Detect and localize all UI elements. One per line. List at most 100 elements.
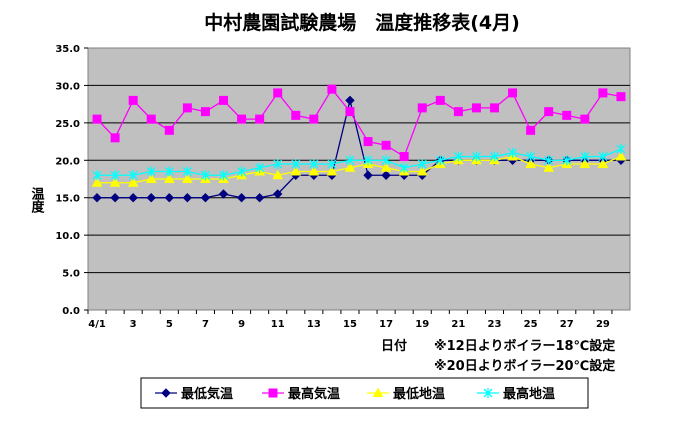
legend-label: 最低地温 — [393, 386, 445, 402]
data-point — [327, 159, 337, 170]
data-point — [381, 155, 391, 166]
data-point — [273, 159, 283, 170]
data-point — [597, 158, 609, 169]
data-point — [381, 140, 391, 150]
y-axis-label: 温度 — [29, 187, 45, 214]
x-tick-label: 11 — [271, 319, 285, 330]
data-point — [345, 107, 355, 117]
data-point — [290, 165, 302, 176]
data-point — [526, 151, 536, 162]
x-tick-label: 19 — [415, 319, 429, 330]
data-point — [200, 170, 210, 181]
x-tick-label: 25 — [524, 319, 538, 330]
chart-title: 中村農園試験農場 温度推移表(4月) — [204, 11, 520, 34]
data-point — [254, 193, 265, 203]
data-point — [363, 170, 373, 180]
data-point — [471, 151, 481, 162]
data-point — [182, 166, 192, 177]
data-point — [255, 162, 265, 173]
legend-swatch-marker — [483, 388, 493, 398]
data-point — [92, 193, 102, 203]
y-tick-label: 35.0 — [55, 44, 80, 55]
data-point — [164, 193, 175, 203]
data-point — [218, 189, 229, 199]
y-axis-ticks: 0.0 5.0 10.0 15.0 20.0 25.0 30.0 35.0 — [55, 44, 88, 317]
data-point — [525, 158, 536, 169]
data-point — [164, 125, 174, 135]
data-point — [110, 193, 120, 203]
data-point — [146, 193, 156, 203]
data-point — [128, 170, 138, 181]
note-line-2: ※20日よりボイラー20℃設定 — [434, 358, 615, 374]
legend-label: 最高気温 — [288, 386, 340, 402]
y-tick-label: 30.0 — [55, 81, 80, 92]
data-point — [308, 165, 320, 176]
data-point — [128, 95, 138, 105]
x-tick-label: 23 — [488, 319, 502, 330]
x-tick-label: 3 — [130, 319, 137, 330]
data-point — [490, 103, 499, 113]
data-point — [508, 88, 518, 98]
y-tick-label: 15.0 — [55, 194, 80, 205]
x-tick-label: 4/1 — [88, 319, 106, 330]
data-point — [399, 152, 409, 162]
data-point — [381, 170, 391, 180]
data-point — [182, 173, 193, 183]
data-point — [309, 114, 319, 124]
data-point — [92, 170, 102, 181]
data-point — [580, 114, 590, 124]
data-point — [616, 144, 626, 155]
data-point — [363, 155, 373, 166]
data-point — [128, 193, 138, 203]
data-point — [416, 165, 428, 176]
data-point — [309, 159, 319, 170]
x-axis-ticks: 4/1 3 5 7 9 11 13 15 17 19 21 23 25 27 29 — [87, 310, 613, 330]
data-point — [236, 193, 247, 203]
data-point — [146, 166, 156, 177]
data-point — [163, 173, 175, 183]
data-point — [145, 173, 157, 183]
data-point — [345, 95, 355, 106]
x-tick-label: 15 — [343, 319, 357, 330]
x-axis-label: 日付 — [381, 338, 407, 354]
y-tick-label: 25.0 — [55, 119, 80, 130]
legend-swatch-marker — [268, 388, 278, 398]
data-point — [417, 103, 427, 113]
x-tick-label: 5 — [166, 319, 173, 330]
y-tick-label: 20.0 — [55, 156, 80, 167]
note-line-1: ※12日よりボイラー18℃設定 — [434, 338, 615, 354]
series-2 — [92, 84, 626, 162]
data-point — [508, 147, 518, 158]
data-point — [237, 166, 247, 177]
legend-box — [140, 377, 589, 409]
data-point — [182, 193, 193, 203]
series-lines — [91, 84, 627, 203]
data-point — [453, 151, 463, 162]
series-4 — [92, 144, 626, 181]
legend-label: 最高地温 — [503, 386, 555, 402]
data-point — [344, 162, 356, 172]
data-point — [490, 151, 499, 162]
data-point — [110, 133, 120, 143]
data-point — [580, 151, 590, 162]
data-point — [616, 92, 626, 102]
legend: 最低気温 最高気温 最低地温 最高地温 — [155, 386, 555, 402]
data-point — [598, 88, 608, 98]
series-line — [97, 148, 622, 176]
data-point — [92, 114, 102, 124]
data-point — [526, 125, 536, 135]
data-point — [471, 103, 481, 113]
x-tick-label: 29 — [596, 319, 610, 330]
data-point — [272, 189, 283, 199]
data-point — [200, 107, 210, 117]
data-point — [345, 155, 355, 166]
data-point — [380, 162, 392, 172]
data-point — [273, 88, 283, 98]
data-point — [182, 103, 192, 113]
x-tick-label: 21 — [451, 319, 465, 330]
y-tick-label: 0.0 — [62, 306, 80, 317]
data-point — [598, 151, 608, 162]
x-tick-label: 7 — [202, 319, 209, 330]
